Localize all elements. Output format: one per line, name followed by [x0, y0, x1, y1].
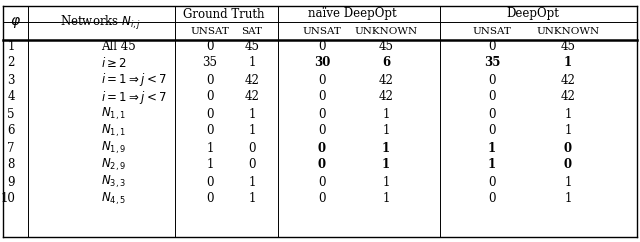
Text: Ground Truth: Ground Truth [183, 8, 265, 21]
Text: UNKNOWN: UNKNOWN [536, 27, 600, 36]
Text: 0: 0 [318, 175, 326, 189]
Text: naïve DeepOpt: naïve DeepOpt [308, 8, 396, 21]
Text: 0: 0 [318, 124, 326, 137]
Text: 0: 0 [206, 175, 214, 189]
Text: DeepOpt: DeepOpt [507, 8, 559, 21]
Text: 1: 1 [248, 192, 256, 205]
Text: 45: 45 [244, 39, 259, 53]
Text: 42: 42 [244, 74, 259, 86]
Text: $N_{1,9}$: $N_{1,9}$ [101, 140, 126, 156]
Text: 1: 1 [382, 124, 390, 137]
Text: 42: 42 [244, 91, 259, 104]
Text: 0: 0 [564, 142, 572, 154]
Text: 35: 35 [484, 56, 500, 69]
Text: 6: 6 [382, 56, 390, 69]
Text: 0: 0 [318, 39, 326, 53]
Text: 1: 1 [248, 175, 256, 189]
Text: 0: 0 [318, 192, 326, 205]
Text: $N_{1,1}$: $N_{1,1}$ [101, 106, 125, 122]
Text: 42: 42 [379, 91, 394, 104]
Text: 0: 0 [206, 124, 214, 137]
Text: $N_{1,1}$: $N_{1,1}$ [101, 123, 125, 139]
Text: 1: 1 [564, 107, 572, 121]
Text: $N_{3,3}$: $N_{3,3}$ [101, 174, 126, 190]
Text: 1: 1 [248, 107, 256, 121]
Text: 0: 0 [318, 159, 326, 172]
Text: 0: 0 [206, 107, 214, 121]
Text: 1: 1 [564, 124, 572, 137]
Text: 1: 1 [382, 175, 390, 189]
Text: 1: 1 [206, 142, 214, 154]
Text: 0: 0 [488, 39, 496, 53]
Text: 0: 0 [248, 159, 256, 172]
Text: $i \geq 2$: $i \geq 2$ [101, 56, 127, 70]
Text: SAT: SAT [241, 27, 262, 36]
Text: 1: 1 [382, 159, 390, 172]
Text: 0: 0 [206, 192, 214, 205]
Text: $\varphi$: $\varphi$ [10, 15, 20, 30]
Text: All 45: All 45 [101, 39, 136, 53]
Text: 6: 6 [8, 124, 15, 137]
Text: 4: 4 [8, 91, 15, 104]
Text: $N_{4,5}$: $N_{4,5}$ [101, 191, 125, 207]
Text: 1: 1 [8, 39, 15, 53]
Text: 0: 0 [488, 124, 496, 137]
Text: UNSAT: UNSAT [191, 27, 229, 36]
Text: 35: 35 [202, 56, 218, 69]
Text: $i = 1 \Rightarrow j < 7$: $i = 1 \Rightarrow j < 7$ [101, 71, 167, 89]
Text: UNSAT: UNSAT [303, 27, 341, 36]
Text: 1: 1 [382, 142, 390, 154]
Text: 0: 0 [206, 39, 214, 53]
Text: 0: 0 [564, 159, 572, 172]
Text: 0: 0 [488, 74, 496, 86]
Text: 1: 1 [488, 159, 496, 172]
Text: 0: 0 [488, 107, 496, 121]
Text: Networks $N_{i,j}$: Networks $N_{i,j}$ [60, 14, 141, 32]
Text: 1: 1 [564, 175, 572, 189]
Text: 0: 0 [488, 91, 496, 104]
Text: 30: 30 [314, 56, 330, 69]
Text: 0: 0 [206, 74, 214, 86]
Text: UNSAT: UNSAT [472, 27, 511, 36]
Text: 42: 42 [561, 74, 575, 86]
Text: 3: 3 [8, 74, 15, 86]
Text: 0: 0 [318, 142, 326, 154]
Text: 2: 2 [8, 56, 15, 69]
Text: 0: 0 [248, 142, 256, 154]
Text: 1: 1 [382, 192, 390, 205]
Text: 1: 1 [564, 192, 572, 205]
Text: 0: 0 [206, 91, 214, 104]
Text: 0: 0 [488, 192, 496, 205]
Text: 0: 0 [318, 91, 326, 104]
Text: 0: 0 [488, 175, 496, 189]
Text: 45: 45 [561, 39, 575, 53]
Text: 1: 1 [564, 56, 572, 69]
Text: 1: 1 [248, 56, 256, 69]
Text: 0: 0 [318, 74, 326, 86]
Text: $i = 1 \Rightarrow j < 7$: $i = 1 \Rightarrow j < 7$ [101, 89, 167, 106]
Text: 5: 5 [8, 107, 15, 121]
Text: 1: 1 [248, 124, 256, 137]
Text: 9: 9 [8, 175, 15, 189]
Text: 10: 10 [0, 192, 15, 205]
Text: 45: 45 [378, 39, 394, 53]
Text: UNKNOWN: UNKNOWN [355, 27, 417, 36]
Text: 1: 1 [488, 142, 496, 154]
Text: 8: 8 [8, 159, 15, 172]
Text: 42: 42 [379, 74, 394, 86]
Text: 42: 42 [561, 91, 575, 104]
Text: $N_{2,9}$: $N_{2,9}$ [101, 157, 126, 173]
Text: 1: 1 [382, 107, 390, 121]
Text: 0: 0 [318, 107, 326, 121]
Text: 1: 1 [206, 159, 214, 172]
Text: 7: 7 [8, 142, 15, 154]
